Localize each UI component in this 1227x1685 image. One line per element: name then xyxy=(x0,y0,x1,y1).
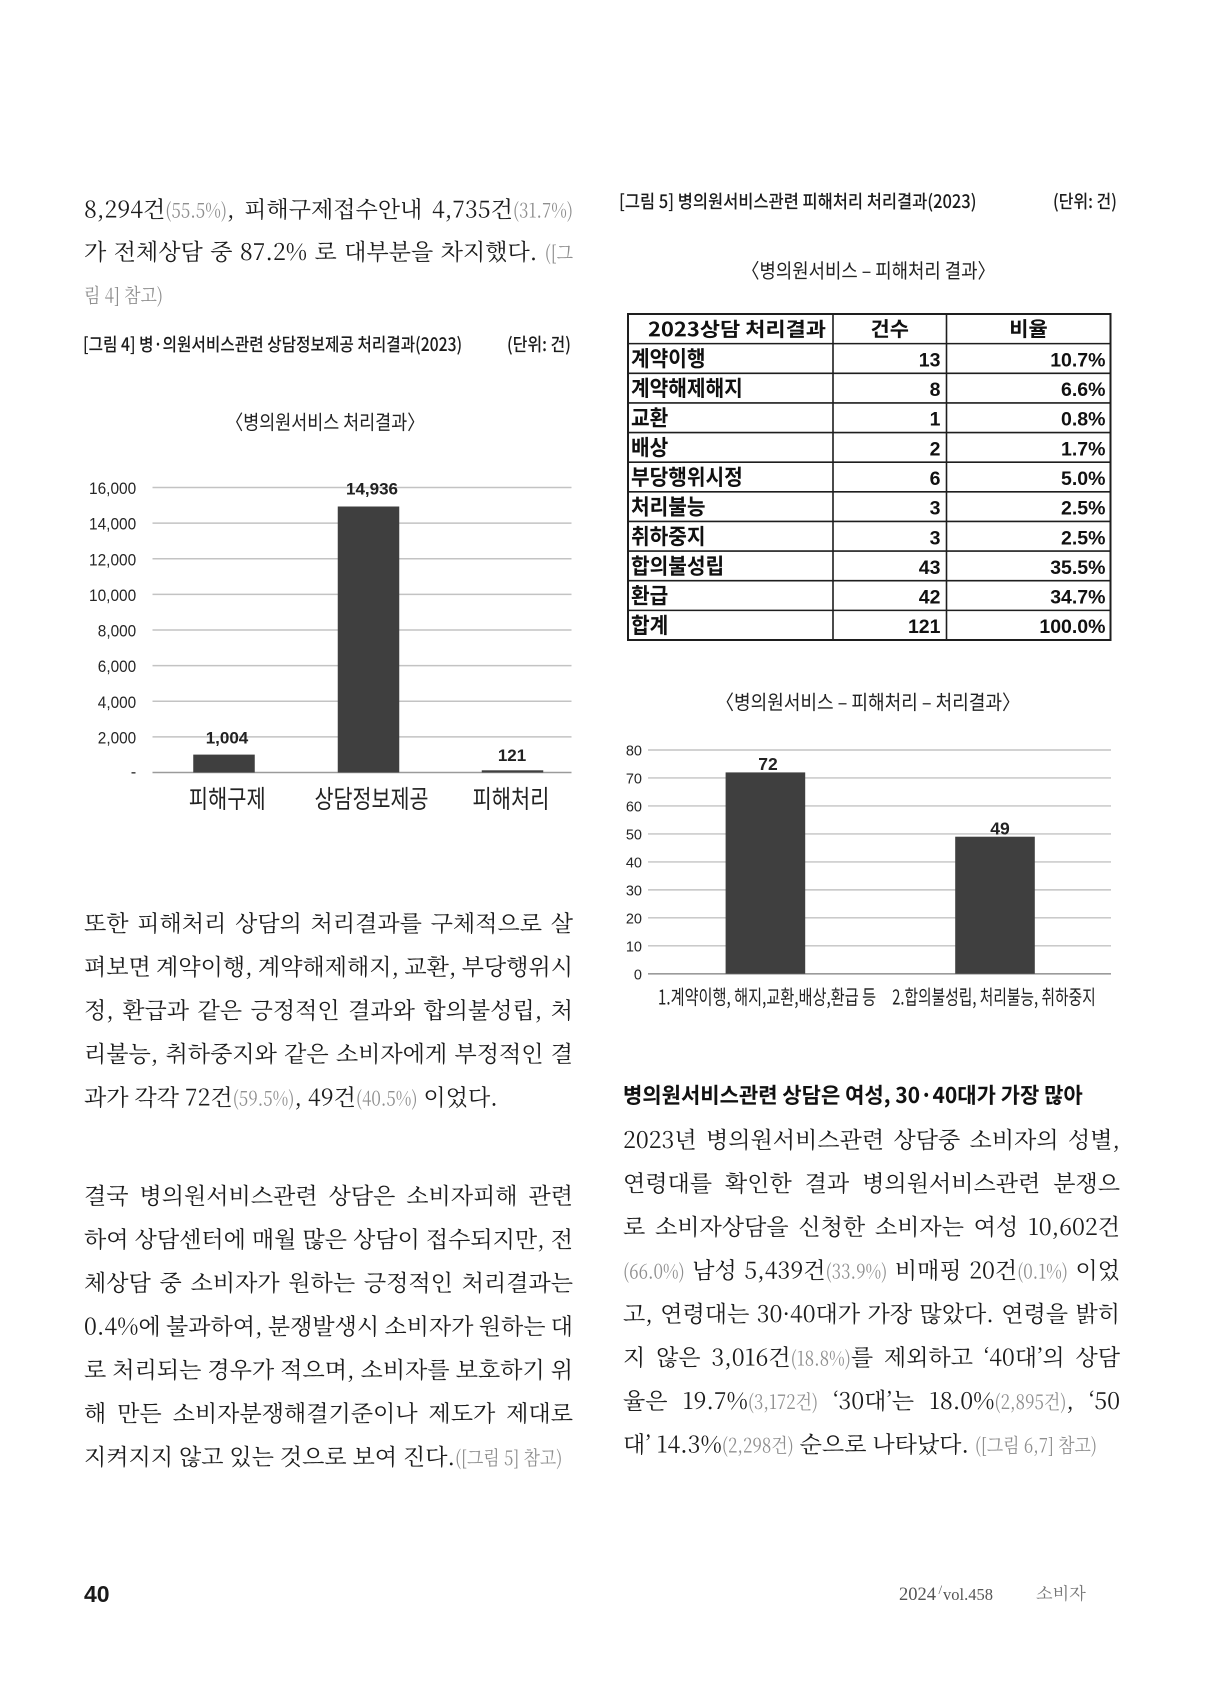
svg-text:8,000: 8,000 xyxy=(98,623,136,641)
svg-text:6,000: 6,000 xyxy=(98,658,136,676)
svg-text:80: 80 xyxy=(626,744,642,760)
svg-text:70: 70 xyxy=(626,772,642,788)
svg-text:40: 40 xyxy=(626,856,642,872)
svg-text:12,000: 12,000 xyxy=(89,551,136,569)
svg-text:1: 1 xyxy=(930,409,941,431)
svg-text:10.7%: 10.7% xyxy=(1050,349,1105,371)
svg-text:6.6%: 6.6% xyxy=(1061,379,1105,401)
svg-text:121: 121 xyxy=(908,616,941,638)
svg-text:14,936: 14,936 xyxy=(346,480,398,499)
svg-text:10: 10 xyxy=(626,940,642,956)
svg-text:1.7%: 1.7% xyxy=(1061,438,1105,460)
svg-text:2.5%: 2.5% xyxy=(1061,498,1105,520)
svg-text:30: 30 xyxy=(626,884,642,900)
svg-text:0.8%: 0.8% xyxy=(1061,409,1105,431)
svg-text:2,000: 2,000 xyxy=(98,729,136,747)
svg-text:49: 49 xyxy=(990,818,1010,838)
svg-text:14,000: 14,000 xyxy=(89,516,136,534)
svg-text:40: 40 xyxy=(84,1581,110,1607)
svg-text:2: 2 xyxy=(930,438,941,460)
svg-text:42: 42 xyxy=(919,587,941,609)
svg-text:10,000: 10,000 xyxy=(89,587,136,605)
svg-text:8: 8 xyxy=(930,379,941,401)
svg-text:100.0%: 100.0% xyxy=(1039,616,1105,638)
svg-text:2.5%: 2.5% xyxy=(1061,527,1105,549)
svg-text:2024: 2024 xyxy=(899,1585,936,1605)
svg-text:20: 20 xyxy=(626,912,642,928)
svg-text:43: 43 xyxy=(919,557,941,579)
svg-text:vol.458: vol.458 xyxy=(943,1585,993,1604)
svg-text:50: 50 xyxy=(626,828,642,844)
svg-text:-: - xyxy=(131,764,137,782)
svg-text:0: 0 xyxy=(634,968,642,984)
svg-text:72: 72 xyxy=(758,754,778,774)
svg-text:3: 3 xyxy=(930,527,941,549)
svg-text:16,000: 16,000 xyxy=(89,480,136,498)
svg-text:34.7%: 34.7% xyxy=(1050,587,1105,609)
svg-text:121: 121 xyxy=(498,746,526,765)
svg-text:4,000: 4,000 xyxy=(98,694,136,712)
svg-text:5.0%: 5.0% xyxy=(1061,468,1105,490)
svg-text:/: / xyxy=(939,1582,943,1597)
svg-text:13: 13 xyxy=(919,349,941,371)
svg-text:35.5%: 35.5% xyxy=(1050,557,1105,579)
svg-text:6: 6 xyxy=(930,468,941,490)
svg-text:3: 3 xyxy=(930,498,941,520)
svg-text:1,004: 1,004 xyxy=(206,729,249,748)
svg-text:60: 60 xyxy=(626,800,642,816)
